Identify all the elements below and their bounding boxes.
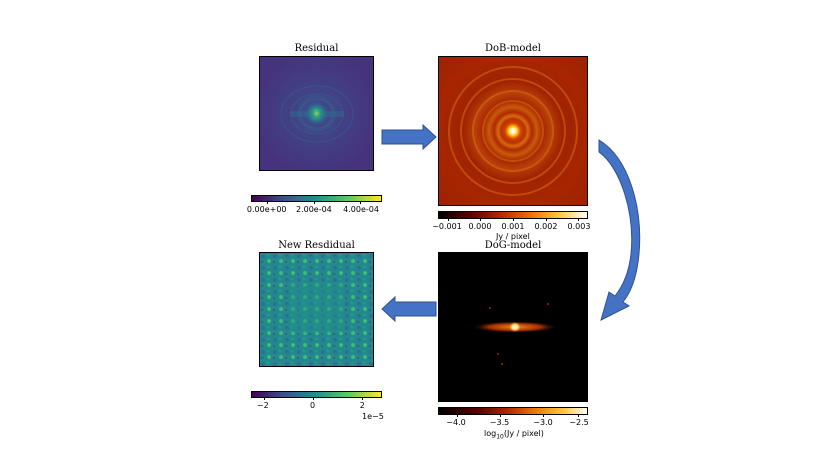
tick-label: −3.0 (533, 418, 553, 427)
tick-label: 0.003 (567, 222, 591, 231)
residual-title: Residual (294, 43, 339, 54)
dog-model-colorbar-ticks: −4.0 −3.5 −3.0 −2.5 (438, 418, 588, 430)
tick-label: −4.0 (446, 418, 466, 427)
arrow-right-icon (381, 124, 437, 150)
dog-model-title: DoG-model (484, 240, 542, 251)
dob-model-image (438, 56, 588, 206)
new-residual-title: New Resdidual (278, 240, 355, 251)
new-residual-colorbar-ticks: −2 0 2 (251, 401, 382, 413)
residual-colorbar (251, 195, 382, 204)
tick-label: −2 (256, 401, 269, 410)
tick-label: 0 (310, 401, 316, 410)
dob-model-colorbar-ticks: −0.001 0.000 0.001 0.002 0.003 (432, 222, 591, 234)
dob-model-title: DoB-model (485, 43, 541, 54)
tick-label: 2.00e-04 (295, 205, 332, 214)
residual-image (259, 56, 374, 171)
tick-label: −2.5 (569, 418, 589, 427)
new-residual-colorbar (251, 391, 382, 400)
dob-model-colorbar-label: Jy / pixel (496, 232, 530, 241)
tick-label: 4.00e-04 (343, 205, 379, 214)
dob-model-colorbar (438, 211, 588, 221)
tick-label: 0.002 (534, 222, 558, 231)
arrow-left-icon (381, 296, 437, 322)
tick-label: 0.001 (501, 222, 525, 231)
dog-model-image (438, 252, 588, 402)
dog-model-colorbar (438, 407, 588, 417)
residual-colorbar-ticks: 0.00e+00 2.00e-04 4.00e-04 (247, 205, 382, 217)
curved-arrow-icon (598, 139, 641, 321)
tick-label: −0.001 (432, 222, 462, 231)
tick-label: 0.00e+00 (246, 205, 287, 214)
new-residual-image (259, 252, 374, 367)
new-residual-colorbar-exponent: 1e−5 (362, 412, 384, 421)
tick-label: 2 (359, 401, 365, 410)
tick-label: 0.000 (468, 222, 492, 231)
tick-label: −3.5 (489, 418, 510, 427)
dog-model-colorbar-label: log10(Jy / pixel) (484, 429, 544, 441)
